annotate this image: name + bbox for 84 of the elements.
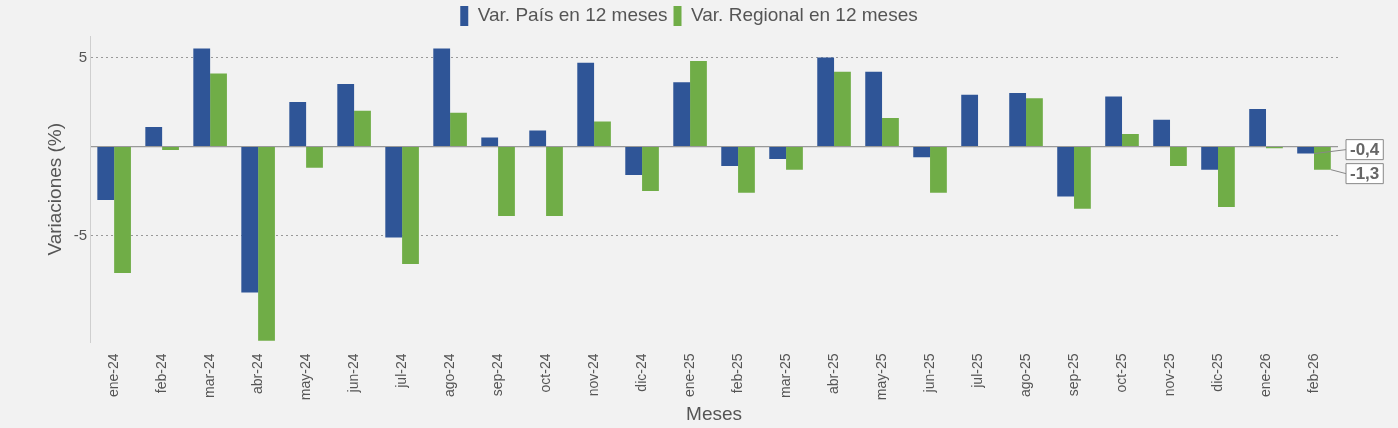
legend-label: Var. Regional en 12 meses	[691, 4, 918, 26]
bar	[1074, 147, 1091, 209]
bar	[913, 147, 931, 158]
x-tick-label: abr-24	[248, 353, 265, 394]
bar	[721, 147, 739, 167]
bar	[1026, 98, 1043, 146]
x-tick-label: nov-25	[1160, 353, 1177, 397]
x-tick-label: feb-25	[728, 353, 745, 394]
bar	[1122, 134, 1139, 146]
x-tick-label: jul-24	[392, 353, 409, 389]
bar	[433, 48, 451, 146]
x-axis-title: Meses	[686, 402, 743, 424]
x-tick-label: may-24	[296, 353, 313, 401]
data-label: -1,3	[1350, 164, 1380, 184]
x-tick-label: dic-25	[1208, 353, 1225, 392]
bar	[594, 121, 611, 146]
x-tick-label: jun-25	[920, 353, 937, 394]
bar	[1057, 147, 1075, 197]
bar	[337, 84, 355, 146]
bar	[1218, 147, 1235, 208]
bar	[193, 48, 211, 146]
bar	[1201, 147, 1219, 170]
bar	[210, 73, 227, 146]
x-tick-label: ene-26	[1256, 353, 1273, 398]
bar	[306, 147, 323, 168]
x-tick-label: nov-24	[584, 353, 601, 397]
x-tick-label: sep-25	[1064, 353, 1081, 397]
y-tick-label: 5	[78, 47, 88, 65]
bar	[162, 147, 179, 151]
x-tick-label: ago-24	[440, 353, 457, 398]
bar	[1297, 147, 1314, 154]
y-axis-title: Variaciones (%)	[43, 122, 65, 256]
bar	[1105, 96, 1123, 146]
bar	[1153, 119, 1171, 146]
bar	[1249, 109, 1267, 146]
bar	[834, 71, 851, 146]
x-tick-label: ago-25	[1016, 353, 1033, 398]
data-label: -0,4	[1350, 140, 1380, 160]
x-tick-label: sep-24	[488, 353, 505, 397]
bar	[1009, 93, 1027, 146]
x-tick-label: mar-24	[200, 353, 217, 398]
x-tick-label: ene-24	[104, 353, 121, 398]
bar	[241, 147, 259, 293]
bar	[1314, 147, 1331, 170]
x-tick-label: jun-24	[344, 353, 361, 394]
bar	[114, 147, 131, 274]
x-tick-label: oct-24	[536, 353, 553, 393]
x-tick-label: mar-25	[776, 353, 793, 398]
bar	[882, 117, 899, 146]
x-tick-label: may-25	[872, 353, 889, 401]
x-tick-label: abr-25	[824, 353, 841, 394]
bar	[498, 147, 515, 216]
x-tick-label: feb-24	[152, 353, 169, 394]
bar	[1170, 147, 1187, 167]
bar	[642, 147, 659, 192]
x-tick-label: feb-26	[1304, 353, 1321, 394]
bar	[145, 126, 163, 146]
bar	[930, 147, 947, 193]
bar	[625, 147, 643, 175]
bar	[769, 147, 787, 159]
bar	[97, 147, 115, 200]
bar	[402, 147, 419, 265]
x-tick-label: dic-24	[632, 353, 649, 392]
y-tick-label: -5	[73, 225, 88, 243]
bar	[385, 147, 403, 238]
bar	[738, 147, 755, 193]
bar	[258, 147, 275, 341]
bar	[786, 147, 803, 170]
x-tick-label: jul-25	[968, 353, 985, 389]
bar	[690, 60, 707, 146]
bar	[289, 101, 307, 146]
bar	[673, 82, 691, 146]
bar	[577, 62, 595, 146]
bar	[546, 147, 563, 216]
x-tick-label: ene-25	[680, 353, 697, 398]
bar	[529, 130, 547, 146]
bar	[354, 110, 371, 146]
bar	[817, 57, 835, 146]
legend-label: Var. País en 12 meses	[477, 4, 668, 26]
bar	[865, 71, 883, 146]
bar	[481, 137, 499, 146]
bar	[450, 112, 467, 146]
x-tick-label: oct-25	[1112, 353, 1129, 393]
bar	[961, 94, 979, 146]
